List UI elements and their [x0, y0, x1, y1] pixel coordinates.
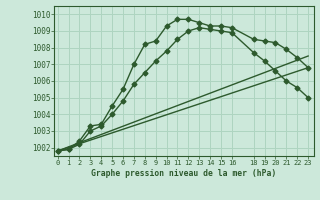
X-axis label: Graphe pression niveau de la mer (hPa): Graphe pression niveau de la mer (hPa) [92, 169, 276, 178]
